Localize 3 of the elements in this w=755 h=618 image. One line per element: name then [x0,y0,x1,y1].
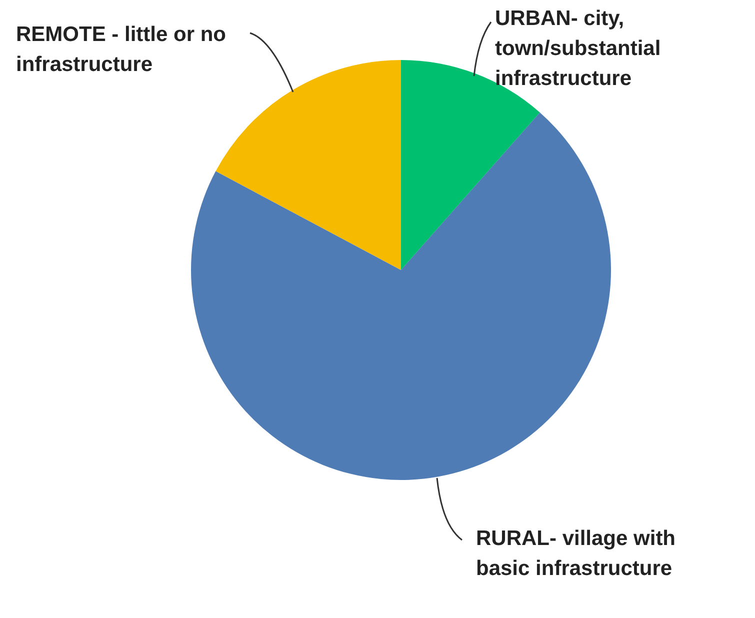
slice-label: RURAL- village with basic infrastructure [476,526,677,582]
slice-label: REMOTE - little or no infrastructure [16,22,227,78]
slice-label: URBAN- city, town/substantial infrastructure [495,6,662,92]
